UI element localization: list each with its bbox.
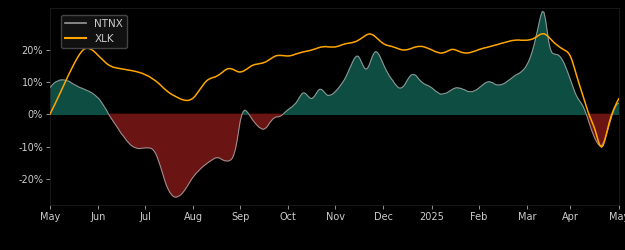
Legend: NTNX, XLK: NTNX, XLK <box>61 15 127 48</box>
